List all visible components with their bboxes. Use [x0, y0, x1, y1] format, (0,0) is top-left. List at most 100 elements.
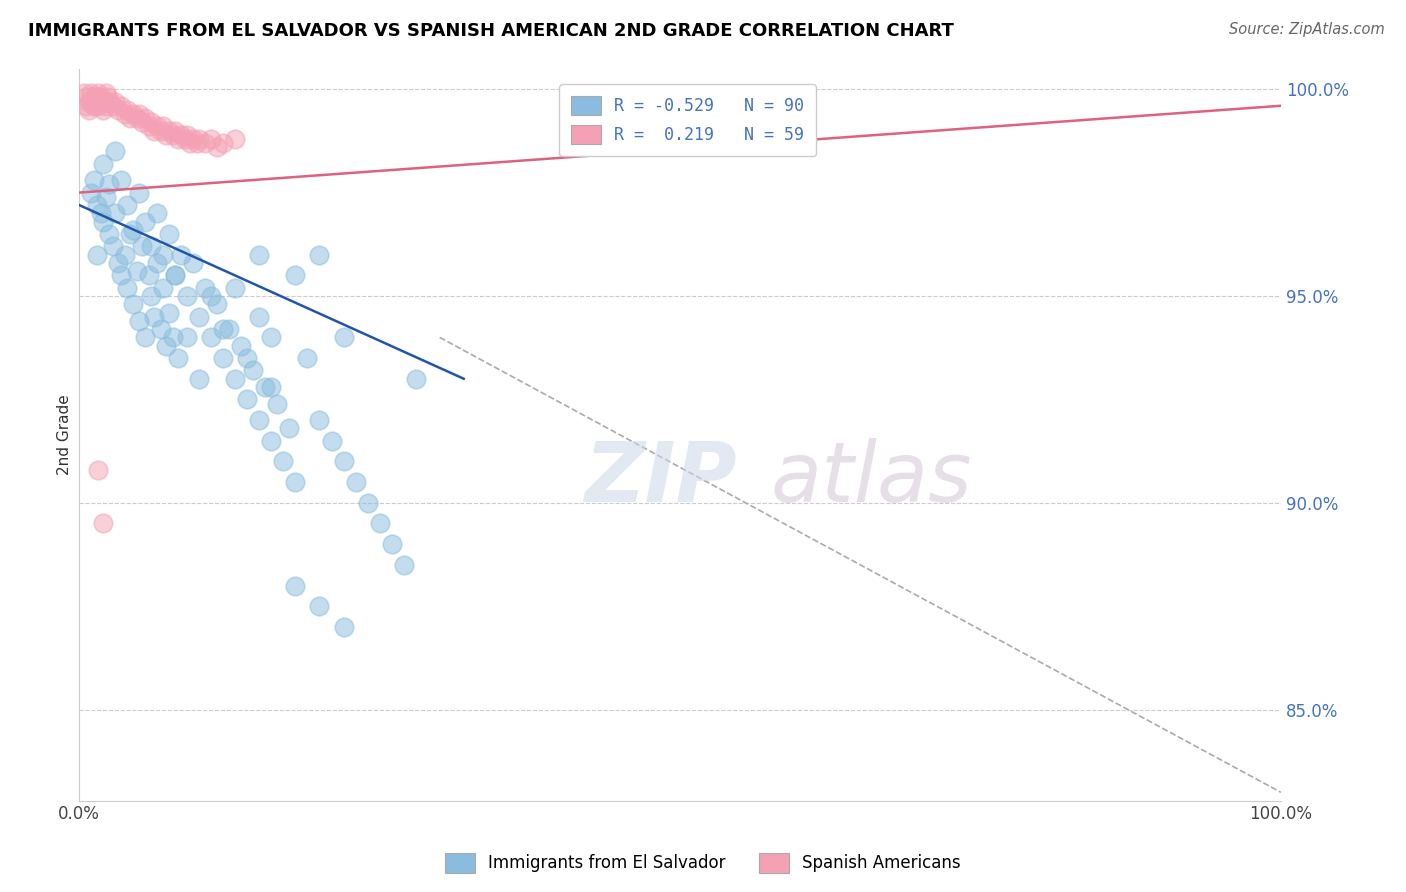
Point — [86, 198, 108, 212]
Point — [84, 90, 107, 104]
Point — [87, 99, 110, 113]
Point — [94, 87, 117, 101]
Y-axis label: 2nd Grade: 2nd Grade — [58, 394, 72, 475]
Point — [194, 281, 217, 295]
Point — [77, 95, 100, 109]
Point — [75, 90, 97, 104]
Point — [110, 173, 132, 187]
Point — [254, 380, 277, 394]
Point — [170, 128, 193, 142]
Point — [224, 132, 246, 146]
Point — [170, 247, 193, 261]
Point — [83, 90, 105, 104]
Point — [152, 281, 174, 295]
Point — [173, 132, 195, 146]
Point — [200, 132, 222, 146]
Point — [104, 95, 127, 109]
Point — [98, 95, 121, 109]
Point — [405, 372, 427, 386]
Point — [162, 330, 184, 344]
Point — [84, 95, 107, 109]
Point — [278, 421, 301, 435]
Point — [260, 434, 283, 448]
Point — [134, 214, 156, 228]
Point — [83, 173, 105, 187]
Point — [188, 372, 211, 386]
Point — [101, 99, 124, 113]
Point — [188, 132, 211, 146]
Point — [308, 413, 330, 427]
Point — [165, 268, 187, 283]
Point — [297, 351, 319, 365]
Point — [181, 256, 204, 270]
Text: ZIP: ZIP — [583, 438, 737, 519]
Point — [87, 463, 110, 477]
Point — [207, 297, 229, 311]
Point — [381, 537, 404, 551]
Point — [91, 156, 114, 170]
Point — [77, 103, 100, 117]
Point — [122, 297, 145, 311]
Point — [181, 132, 204, 146]
Point — [114, 107, 136, 121]
Point — [179, 136, 201, 150]
Point — [75, 99, 97, 113]
Point — [115, 281, 138, 295]
Point — [146, 206, 169, 220]
Point — [149, 322, 172, 336]
Point — [146, 120, 169, 134]
Point — [247, 247, 270, 261]
Point — [131, 115, 153, 129]
Text: IMMIGRANTS FROM EL SALVADOR VS SPANISH AMERICAN 2ND GRADE CORRELATION CHART: IMMIGRANTS FROM EL SALVADOR VS SPANISH A… — [28, 22, 955, 40]
Point — [149, 123, 172, 137]
Point — [332, 620, 354, 634]
Point — [212, 351, 235, 365]
Point — [155, 338, 177, 352]
Point — [107, 103, 129, 117]
Point — [332, 330, 354, 344]
Point — [91, 103, 114, 117]
Point — [176, 289, 198, 303]
Point — [176, 330, 198, 344]
Text: atlas: atlas — [770, 438, 972, 519]
Point — [200, 289, 222, 303]
Point — [236, 351, 259, 365]
Point — [321, 434, 343, 448]
Point — [231, 338, 253, 352]
Point — [162, 128, 184, 142]
Point — [104, 206, 127, 220]
Point — [176, 128, 198, 142]
Point — [98, 227, 121, 241]
Point — [115, 103, 138, 117]
Point — [356, 496, 378, 510]
Point — [141, 115, 163, 129]
Point — [224, 281, 246, 295]
Point — [247, 310, 270, 324]
Point — [142, 310, 165, 324]
Point — [91, 95, 114, 109]
Point — [273, 454, 295, 468]
Point — [284, 475, 307, 490]
Point — [86, 247, 108, 261]
Point — [98, 178, 121, 192]
Point — [125, 111, 148, 125]
Point — [134, 330, 156, 344]
Point — [128, 186, 150, 200]
Point — [91, 214, 114, 228]
Point — [200, 330, 222, 344]
Point — [90, 95, 112, 109]
Point — [115, 198, 138, 212]
Point — [138, 120, 160, 134]
Point — [236, 392, 259, 407]
Point — [131, 239, 153, 253]
Point — [266, 396, 288, 410]
Point — [146, 256, 169, 270]
Point — [122, 223, 145, 237]
Point — [87, 87, 110, 101]
Point — [392, 558, 415, 572]
Point — [152, 120, 174, 134]
Point — [141, 289, 163, 303]
Point — [218, 322, 240, 336]
Point — [260, 330, 283, 344]
Point — [207, 140, 229, 154]
